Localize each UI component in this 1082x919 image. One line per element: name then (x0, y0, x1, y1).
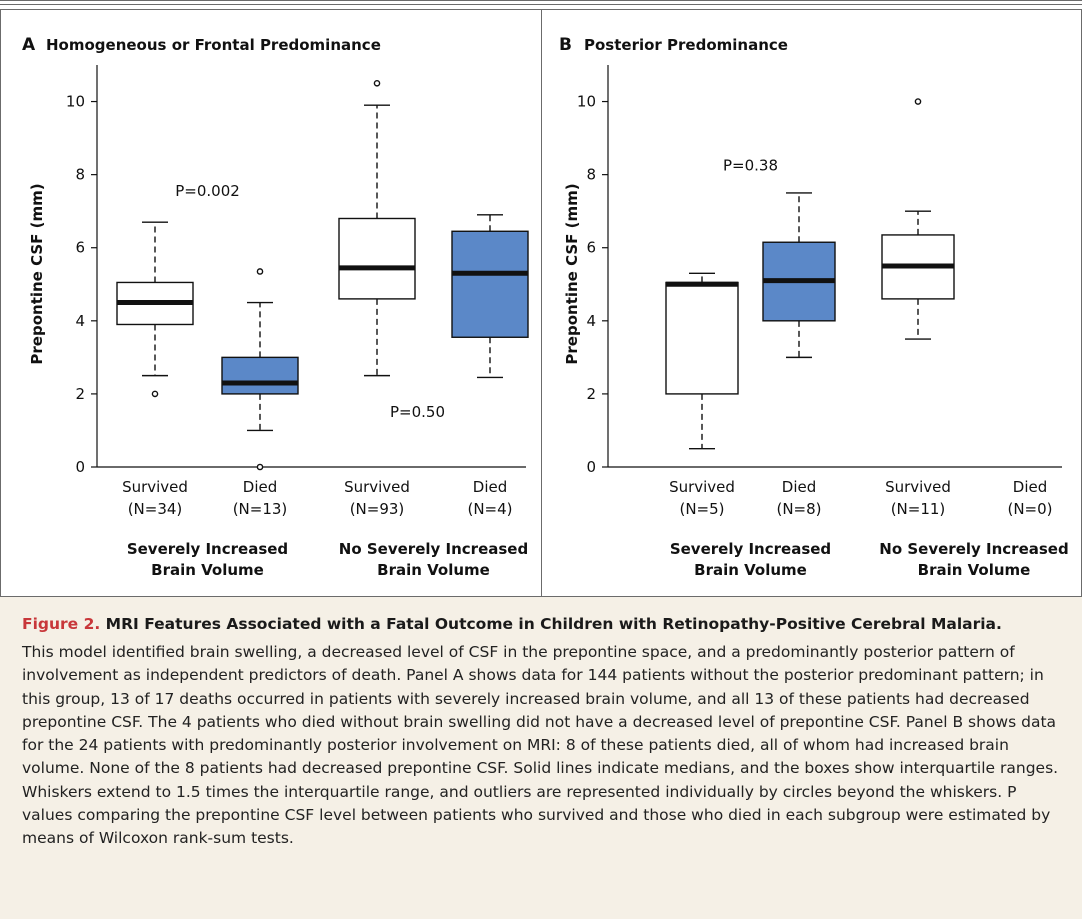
panel-a-box (338, 217, 416, 300)
panel-a-title: Homogeneous or Frontal Predominance (46, 36, 381, 54)
panel-a-group-label-line1: No Severely Increased (339, 540, 528, 558)
panel-a-outlier-point (151, 390, 159, 398)
panel-b-category-label-line1: Survived (669, 478, 735, 496)
figure-caption: Figure 2. MRI Features Associated with a… (0, 597, 1082, 919)
panel-a-p-value-annotation: P=0.50 (390, 403, 445, 421)
panel-b-group-label-line1: Severely Increased (670, 540, 831, 558)
caption-title-text: MRI Features Associated with a Fatal Out… (105, 615, 1002, 633)
panel-a-outlier-point (256, 268, 264, 275)
panel-b-chart: B Posterior Predominance 0 2 4 6 8 10 Prepontine… (559, 35, 1069, 579)
panel-b-outlier-point (914, 98, 922, 105)
panel-a-outlier-point (373, 79, 381, 87)
panel-a-box (221, 356, 299, 395)
panel-a-y-axis-label: Prepontine CSF (mm) (28, 183, 46, 364)
panel-b-category-label-line1: Died (782, 478, 816, 496)
panel-a-p-value-annotation: P=0.002 (175, 182, 240, 200)
panel-b-label: B (559, 35, 572, 55)
panel-b-p-value-annotation: P=0.38 (723, 157, 778, 175)
panel-b-y-tick-label: 0 (586, 458, 596, 476)
caption-body: This model identified brain swelling, a … (22, 643, 1059, 848)
top-rule-2 (0, 4, 1082, 5)
panel-a-category-label-line2: (N=34) (128, 500, 183, 518)
panel-b-y-tick-label: 6 (586, 239, 596, 257)
panel-b-category-label-line2: (N=5) (679, 500, 724, 518)
panel-a-group-label-line1: Severely Increased (127, 540, 288, 558)
panel-a-group-label-line2: Brain Volume (377, 561, 490, 579)
panel-a-category-label-line1: Died (243, 478, 277, 496)
panel-b-category-label-line1: Died (1013, 478, 1047, 496)
panel-b-title: Posterior Predominance (584, 36, 788, 54)
panel-a-group-label-line2: Brain Volume (151, 561, 264, 579)
top-rule (0, 0, 1082, 1)
panel-b-group-label-line1: No Severely Increased (879, 540, 1068, 558)
panel-a-y-tick-label: 8 (75, 166, 85, 184)
panel-b-y-axis-label: Prepontine CSF (mm) (563, 183, 581, 364)
panel-b-group-label-line2: Brain Volume (918, 561, 1031, 579)
caption-title: Figure 2. MRI Features Associated with a… (22, 613, 1060, 635)
panel-a-box (451, 230, 529, 338)
panel-b-box (665, 281, 739, 395)
panel-b-group-label-line2: Brain Volume (694, 561, 807, 579)
panel-b-category-label-line2: (N=11) (891, 500, 946, 518)
panel-a-chart: A Homogeneous or Frontal Predominance 0 2 4 6… (22, 35, 529, 579)
panel-a-category-label-line2: (N=4) (467, 500, 512, 518)
panel-a-label: A (22, 35, 36, 55)
panel-a-category-label-line1: Died (473, 478, 507, 496)
panel-a-category-label-line2: (N=13) (233, 500, 288, 518)
panel-b-category-label-line2: (N=8) (776, 500, 821, 518)
panel-divider (541, 9, 542, 597)
panel-a-y-tick-label: 4 (75, 312, 85, 330)
panel-b-y-tick-label: 4 (586, 312, 596, 330)
panel-a-y-tick-label: 6 (75, 239, 85, 257)
panel-a-y-tick-label: 2 (75, 385, 85, 403)
caption-figure-label: Figure 2. (22, 615, 101, 633)
panel-a-outlier-point (256, 463, 264, 471)
panel-b-y-tick-label: 2 (586, 385, 596, 403)
panel-a-category-label-line2: (N=93) (350, 500, 405, 518)
panel-b-y-tick-label: 8 (586, 166, 596, 184)
panel-a-category-label-line1: Survived (122, 478, 188, 496)
panel-a-category-label-line1: Survived (344, 478, 410, 496)
panel-a-y-tick-label: 10 (66, 93, 85, 111)
panel-b-y-tick-label: 10 (577, 93, 596, 111)
panel-b-category-label-line2: (N=0) (1007, 500, 1052, 518)
panel-a-y-tick-label: 0 (75, 458, 85, 476)
panel-b-category-label-line1: Survived (885, 478, 951, 496)
